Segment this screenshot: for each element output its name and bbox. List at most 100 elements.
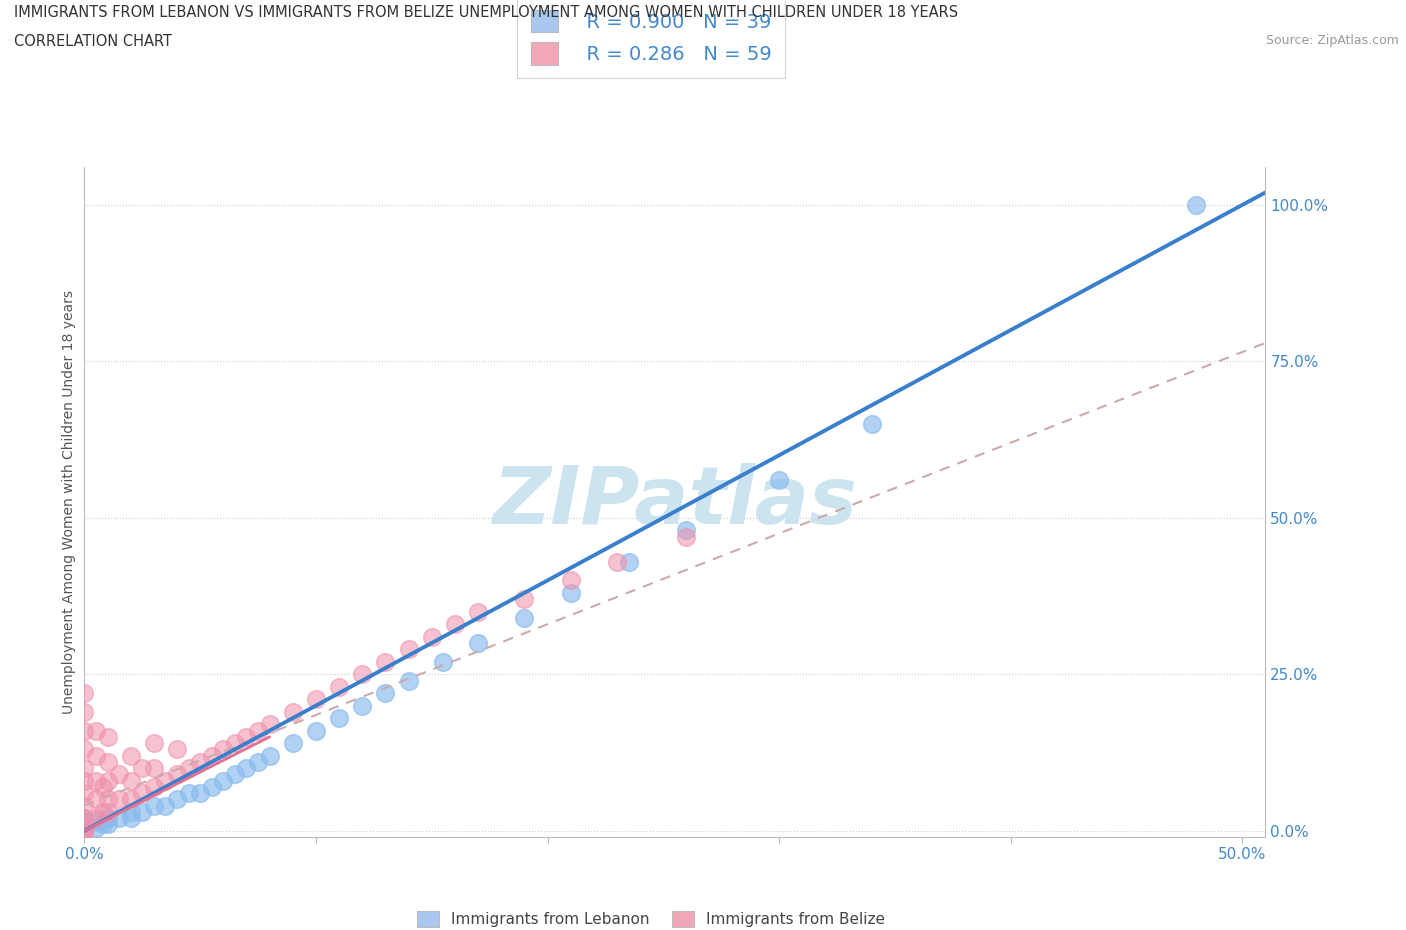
Point: [84, 820, 107, 835]
Point: [467, 604, 489, 619]
Point: [96, 817, 118, 832]
Point: [212, 773, 235, 788]
Point: [398, 673, 420, 688]
Point: [131, 786, 153, 801]
Point: [675, 529, 697, 544]
Point: [73, 811, 96, 826]
Point: [142, 798, 165, 813]
Point: [235, 761, 257, 776]
Point: [73, 823, 96, 838]
Point: [120, 804, 142, 819]
Point: [166, 742, 188, 757]
Point: [120, 749, 142, 764]
Point: [305, 692, 328, 707]
Point: [73, 786, 96, 801]
Point: [432, 655, 454, 670]
Point: [73, 685, 96, 700]
Point: [675, 523, 697, 538]
Point: [84, 814, 107, 829]
Point: [188, 754, 211, 769]
Point: [131, 804, 153, 819]
Point: [84, 749, 107, 764]
Point: [96, 773, 118, 788]
Legend: Immigrants from Lebanon, Immigrants from Belize: Immigrants from Lebanon, Immigrants from…: [412, 905, 891, 930]
Point: [73, 817, 96, 832]
Point: [155, 773, 177, 788]
Point: [352, 698, 374, 713]
Point: [259, 749, 281, 764]
Point: [73, 724, 96, 738]
Point: [259, 717, 281, 732]
Point: [73, 823, 96, 838]
Point: [768, 472, 790, 487]
Point: [73, 798, 96, 813]
Point: [281, 704, 304, 719]
Point: [177, 761, 200, 776]
Point: [142, 736, 165, 751]
Point: [84, 811, 107, 826]
Text: ZIPatlas: ZIPatlas: [492, 463, 858, 541]
Point: [108, 792, 131, 807]
Point: [84, 724, 107, 738]
Point: [131, 761, 153, 776]
Point: [96, 754, 118, 769]
Point: [352, 667, 374, 682]
Point: [860, 417, 883, 432]
Point: [617, 554, 640, 569]
Point: [73, 773, 96, 788]
Point: [73, 823, 96, 838]
Point: [374, 655, 396, 670]
Point: [328, 711, 350, 725]
Point: [155, 798, 177, 813]
Point: [224, 767, 246, 782]
Point: [73, 817, 96, 832]
Point: [91, 779, 114, 794]
Point: [108, 767, 131, 782]
Point: [166, 792, 188, 807]
Point: [560, 586, 582, 601]
Point: [398, 642, 420, 657]
Point: [120, 773, 142, 788]
Point: [1185, 197, 1208, 212]
Point: [513, 610, 536, 625]
Point: [73, 742, 96, 757]
Point: [201, 779, 224, 794]
Point: [73, 823, 96, 838]
Point: [142, 779, 165, 794]
Point: [606, 554, 628, 569]
Point: [96, 804, 118, 819]
Point: [166, 767, 188, 782]
Point: [444, 617, 467, 631]
Point: [188, 786, 211, 801]
Point: [212, 742, 235, 757]
Point: [96, 811, 118, 826]
Point: [120, 792, 142, 807]
Point: [374, 685, 396, 700]
Point: [73, 704, 96, 719]
Point: [281, 736, 304, 751]
Point: [73, 811, 96, 826]
Y-axis label: Unemployment Among Women with Children Under 18 years: Unemployment Among Women with Children U…: [62, 290, 76, 714]
Point: [142, 761, 165, 776]
Point: [73, 761, 96, 776]
Text: CORRELATION CHART: CORRELATION CHART: [14, 34, 172, 49]
Point: [177, 786, 200, 801]
Point: [84, 792, 107, 807]
Point: [467, 635, 489, 650]
Point: [120, 811, 142, 826]
Point: [108, 811, 131, 826]
Point: [96, 792, 118, 807]
Point: [91, 804, 114, 819]
Point: [560, 573, 582, 588]
Text: IMMIGRANTS FROM LEBANON VS IMMIGRANTS FROM BELIZE UNEMPLOYMENT AMONG WOMEN WITH : IMMIGRANTS FROM LEBANON VS IMMIGRANTS FR…: [14, 5, 957, 20]
Point: [201, 749, 224, 764]
Point: [420, 630, 443, 644]
Point: [513, 591, 536, 606]
Text: Source: ZipAtlas.com: Source: ZipAtlas.com: [1265, 34, 1399, 47]
Point: [96, 729, 118, 744]
Point: [247, 724, 270, 738]
Point: [73, 820, 96, 835]
Point: [247, 754, 270, 769]
Point: [305, 724, 328, 738]
Point: [235, 729, 257, 744]
